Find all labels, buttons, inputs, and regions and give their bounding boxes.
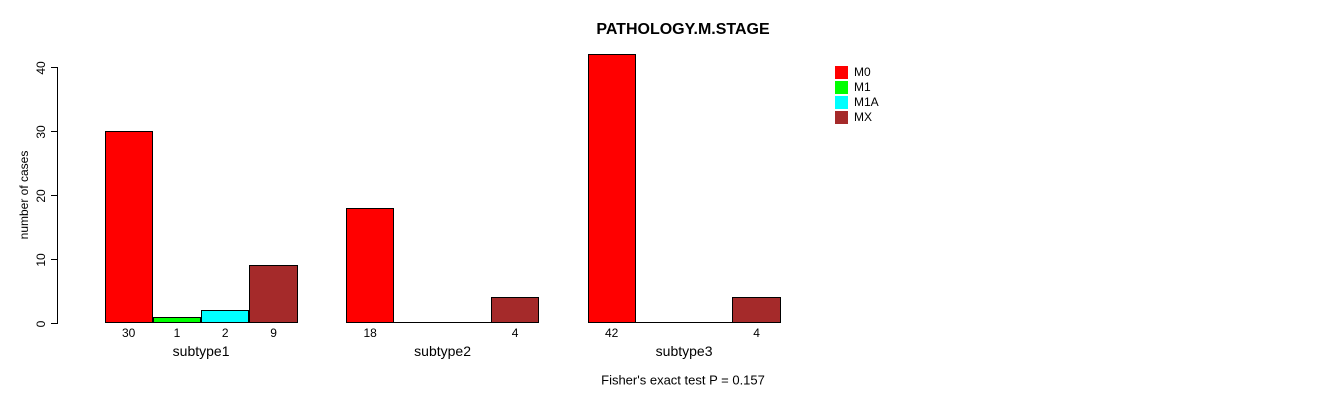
- bar-value-label: 42: [604, 326, 619, 340]
- y-axis-label: number of cases: [17, 150, 31, 240]
- legend-label: M0: [854, 65, 871, 79]
- legend-swatch-M1: [835, 81, 848, 94]
- bar-subtype3-M1-zero: [635, 322, 686, 323]
- y-axis-tick-label: 20: [34, 188, 48, 203]
- bar-value-label: 1: [173, 326, 181, 340]
- y-axis-line: [57, 67, 58, 324]
- bar-value-label: 18: [363, 326, 377, 340]
- y-axis-tick: [51, 195, 57, 196]
- legend-swatch-M0: [835, 66, 848, 79]
- legend: M0 M1 M1A MX: [835, 66, 879, 126]
- x-category-label-subtype3: subtype3: [655, 343, 713, 359]
- legend-item-M0: M0: [835, 66, 879, 79]
- y-axis-tick: [51, 259, 57, 260]
- x-category-label-subtype2: subtype2: [414, 343, 472, 359]
- bar-value-label: 4: [753, 326, 760, 340]
- bar-subtype1-MX: [249, 265, 298, 323]
- chart-title: PATHOLOGY.M.STAGE: [596, 21, 770, 38]
- legend-item-M1A: M1A: [835, 96, 879, 109]
- bar-value-label: 9: [270, 326, 277, 340]
- legend-swatch-M1A: [835, 96, 848, 109]
- bar-subtype2-MX: [490, 297, 540, 323]
- bar-value-label: 4: [511, 326, 519, 340]
- x-category-label-subtype1: subtype1: [172, 343, 230, 359]
- y-axis-tick-label: 40: [34, 60, 48, 75]
- bar-subtype1-M1A: [201, 310, 250, 323]
- legend-swatch-MX: [835, 111, 848, 124]
- bar-subtype3-M1A-zero: [684, 322, 734, 323]
- legend-label: MX: [854, 110, 872, 124]
- y-axis-tick: [51, 323, 57, 324]
- bar-subtype3-M0: [587, 54, 636, 323]
- legend-label: M1: [854, 80, 871, 94]
- fisher-test-annotation: Fisher's exact test P = 0.157: [601, 372, 765, 388]
- legend-item-MX: MX: [835, 111, 879, 124]
- legend-item-M1: M1: [835, 81, 879, 94]
- bar-value-label: 30: [121, 326, 136, 340]
- bar-subtype3-MX: [732, 297, 781, 323]
- legend-label: M1A: [854, 95, 879, 109]
- bar-subtype2-M1A-zero: [442, 322, 492, 323]
- bar-subtype2-M1-zero: [394, 322, 444, 323]
- y-axis-tick-label: 0: [34, 320, 48, 327]
- bar-subtype2-M0: [346, 207, 395, 323]
- y-axis-tick: [51, 67, 57, 68]
- y-axis-tick-label: 10: [34, 252, 48, 267]
- bar-subtype1-M1: [152, 316, 202, 323]
- bar-subtype1-M0: [104, 131, 153, 323]
- y-axis-tick: [51, 131, 57, 132]
- y-axis-tick-label: 30: [34, 124, 48, 139]
- bar-value-label: 2: [221, 326, 229, 340]
